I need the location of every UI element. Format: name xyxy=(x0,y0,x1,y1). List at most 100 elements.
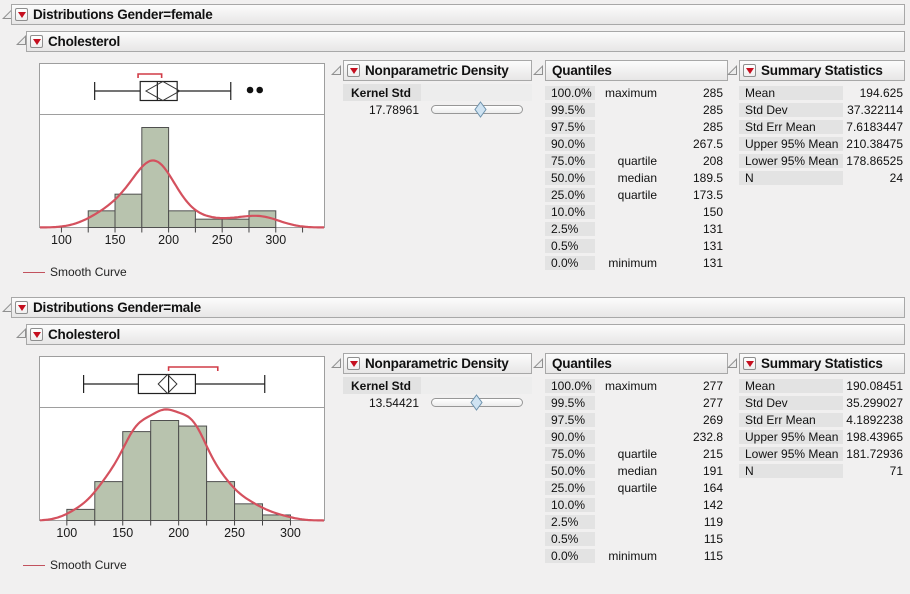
table-row: Std Err Mean 7.6183447 xyxy=(739,118,905,135)
variable-header[interactable]: Cholesterol xyxy=(26,324,905,345)
table-row: 0.5% 131 xyxy=(545,237,728,254)
axis-tick-label: 300 xyxy=(265,233,286,247)
report-header[interactable]: Distributions Gender=female xyxy=(11,4,905,25)
smooth-curve[interactable] xyxy=(39,408,325,522)
slider-thumb-icon[interactable] xyxy=(474,101,487,118)
panel-title: Quantiles xyxy=(552,356,612,371)
table-row: 0.0% minimum 115 xyxy=(545,547,728,564)
histogram-bar[interactable] xyxy=(178,425,208,521)
kernel-std-slider[interactable] xyxy=(431,101,523,118)
distribution-plot[interactable]: 100 150 200 250 300 xyxy=(39,356,325,544)
sval: 194.625 xyxy=(859,85,903,100)
histogram-bar[interactable] xyxy=(122,431,152,521)
sval: 37.322114 xyxy=(847,102,903,117)
disclosure-icon[interactable] xyxy=(727,358,738,369)
qval: 173.5 xyxy=(692,187,723,202)
pct: 25.0% xyxy=(545,187,595,202)
red-triangle-menu-icon[interactable] xyxy=(15,301,28,314)
qval: 115 xyxy=(703,531,723,546)
sval: 190.08451 xyxy=(846,378,903,393)
qval: 208 xyxy=(702,153,723,168)
summary-statistics-header[interactable]: Summary Statistics xyxy=(739,60,905,81)
table-row: Lower 95% Mean 181.72936 xyxy=(739,445,905,462)
table-row: Upper 95% Mean 210.38475 xyxy=(739,135,905,152)
kernel-std-row: Kernel Std xyxy=(343,377,532,394)
qval: 267.5 xyxy=(692,136,723,151)
pct: 50.0% xyxy=(545,170,595,185)
variable-title: Cholesterol xyxy=(48,34,121,49)
qval: 232.8 xyxy=(692,429,723,444)
qval: 215 xyxy=(702,446,723,461)
histogram-bar[interactable] xyxy=(141,127,170,228)
pct: 0.5% xyxy=(545,531,595,546)
report-title: Distributions Gender=female xyxy=(33,7,213,22)
disclosure-icon[interactable] xyxy=(331,65,342,76)
smooth-curve[interactable] xyxy=(40,159,324,229)
table-row: 0.0% minimum 131 xyxy=(545,254,728,271)
outlier-point[interactable] xyxy=(256,86,263,94)
disclosure-icon[interactable] xyxy=(16,35,27,46)
table-row: 0.5% 115 xyxy=(545,530,728,547)
table-row: 10.0% 142 xyxy=(545,496,728,513)
quantiles-header[interactable]: Quantiles xyxy=(545,60,728,81)
sval: 35.299027 xyxy=(846,395,903,410)
panel-title: Quantiles xyxy=(552,63,612,78)
pct: 2.5% xyxy=(545,221,595,236)
section-female: Distributions Gender=female Cholesterol … xyxy=(0,1,910,294)
qval: 150 xyxy=(702,204,723,219)
red-triangle-menu-icon[interactable] xyxy=(15,8,28,21)
slider-thumb-icon[interactable] xyxy=(470,394,483,411)
slab: Std Err Mean xyxy=(739,412,843,427)
variable-header[interactable]: Cholesterol xyxy=(26,31,905,52)
report-header[interactable]: Distributions Gender=male xyxy=(11,297,905,318)
qval: 189.5 xyxy=(692,170,723,185)
kernel-value-row: 13.54421 xyxy=(343,394,532,412)
distribution-plot[interactable]: 100 150 200 250 300 xyxy=(39,63,325,251)
table-row: 90.0% 232.8 xyxy=(545,428,728,445)
disclosure-icon[interactable] xyxy=(727,65,738,76)
boxplot-box[interactable] xyxy=(137,373,197,395)
disclosure-icon[interactable] xyxy=(16,328,27,339)
histogram-bar[interactable] xyxy=(206,481,236,522)
mean-confidence-diamond xyxy=(157,373,178,395)
quantiles-header[interactable]: Quantiles xyxy=(545,353,728,374)
histogram-bar[interactable] xyxy=(150,420,180,521)
histogram-bar[interactable] xyxy=(87,210,116,228)
histogram-bar[interactable] xyxy=(221,218,250,229)
quantiles-table: 100.0% maximum 277 99.5% 277 97.5% 269 90.0% 232… xyxy=(545,377,728,564)
kernel-std-slider[interactable] xyxy=(431,394,523,411)
table-row: 97.5% 269 xyxy=(545,411,728,428)
red-triangle-menu-icon[interactable] xyxy=(347,357,360,370)
histogram-bar[interactable] xyxy=(234,503,264,521)
outlier-point[interactable] xyxy=(246,86,254,94)
boxplot-box[interactable] xyxy=(139,80,178,102)
histogram-bar[interactable] xyxy=(114,193,143,229)
panel-title: Nonparametric Density xyxy=(365,63,509,78)
axis-tick-label: 100 xyxy=(56,526,77,540)
red-triangle-menu-icon[interactable] xyxy=(743,357,756,370)
summary-statistics-header[interactable]: Summary Statistics xyxy=(739,353,905,374)
disclosure-icon[interactable] xyxy=(533,358,544,369)
kernel-std-value: 17.78961 xyxy=(368,103,419,117)
disclosure-icon[interactable] xyxy=(331,358,342,369)
nonparametric-density-header[interactable]: Nonparametric Density xyxy=(343,353,532,374)
summary-statistics-table: Mean 190.08451 Std Dev 35.299027 Std Err Mea… xyxy=(739,377,905,479)
pct: 10.0% xyxy=(545,204,595,219)
nonparametric-density-header[interactable]: Nonparametric Density xyxy=(343,60,532,81)
kernel-std-value: 13.54421 xyxy=(368,396,419,410)
red-triangle-menu-icon[interactable] xyxy=(30,35,43,48)
qval: 115 xyxy=(703,548,723,563)
red-triangle-menu-icon[interactable] xyxy=(30,328,43,341)
red-triangle-menu-icon[interactable] xyxy=(347,64,360,77)
summary-statistics-table: Mean 194.625 Std Dev 37.322114 Std Err Mean 7… xyxy=(739,84,905,186)
slab: Lower 95% Mean xyxy=(739,446,843,461)
qval: 119 xyxy=(703,514,723,529)
histogram-bar[interactable] xyxy=(168,210,196,228)
histogram-bar[interactable] xyxy=(94,481,124,522)
disclosure-icon[interactable] xyxy=(533,65,544,76)
slab: Mean xyxy=(739,85,843,100)
qval: 277 xyxy=(702,378,723,393)
table-row: Mean 194.625 xyxy=(739,84,905,101)
red-triangle-menu-icon[interactable] xyxy=(743,64,756,77)
histogram-bar[interactable] xyxy=(194,218,223,229)
